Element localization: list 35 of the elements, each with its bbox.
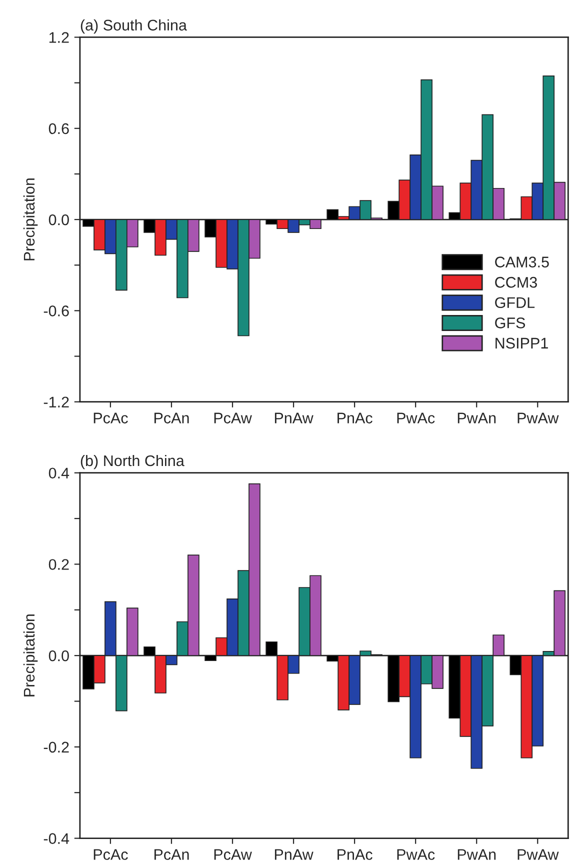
y-tick-label: 0.0 [48, 214, 69, 226]
x-tick-label: PwAn [458, 849, 496, 860]
y-tick-label: -0.4 [44, 833, 70, 844]
y-tick-label: 0.4 [48, 468, 70, 479]
legend-label: CCM3 [495, 276, 537, 288]
y-tick-label: 0.6 [48, 123, 69, 134]
x-tick-label: PwAc [397, 849, 435, 860]
chart-title: (b) North China [80, 454, 184, 470]
x-tick-label: PnAc [338, 412, 372, 424]
y-axis-title: Precipitation [23, 178, 38, 260]
x-tick-label: PcAc [94, 412, 128, 424]
chart-title: (a) South China [80, 19, 187, 34]
legend-label: GFS [495, 317, 526, 328]
x-tick-label: PwAn [458, 412, 496, 424]
x-tick-label: PnAw [274, 849, 314, 860]
y-tick-label: 0.2 [48, 559, 69, 570]
x-tick-label: PcAw [214, 412, 252, 424]
x-tick-label: PcAw [214, 849, 252, 860]
y-axis-title: Precipitation [23, 614, 38, 696]
y-tick-label: -0.6 [44, 306, 69, 316]
x-tick-label: PcAn [154, 412, 189, 424]
legend-label: CAM3.5 [495, 256, 549, 268]
x-tick-label: PwAw [518, 849, 559, 860]
legend-label: NSIPP1 [496, 338, 548, 349]
legend-label: GFDL [495, 297, 535, 308]
x-tick-label: PnAc [338, 849, 372, 860]
x-tick-label: PcAn [154, 849, 189, 860]
y-tick-label: 1.2 [49, 32, 69, 43]
y-tick-label: -0.2 [44, 742, 69, 753]
x-tick-label: PwAc [397, 412, 435, 424]
y-tick-label: 0.0 [48, 650, 69, 662]
x-tick-label: PnAw [274, 412, 314, 424]
x-tick-label: PwAw [518, 412, 559, 424]
y-tick-label: -1.2 [44, 396, 69, 408]
x-tick-label: PcAc [94, 849, 128, 860]
